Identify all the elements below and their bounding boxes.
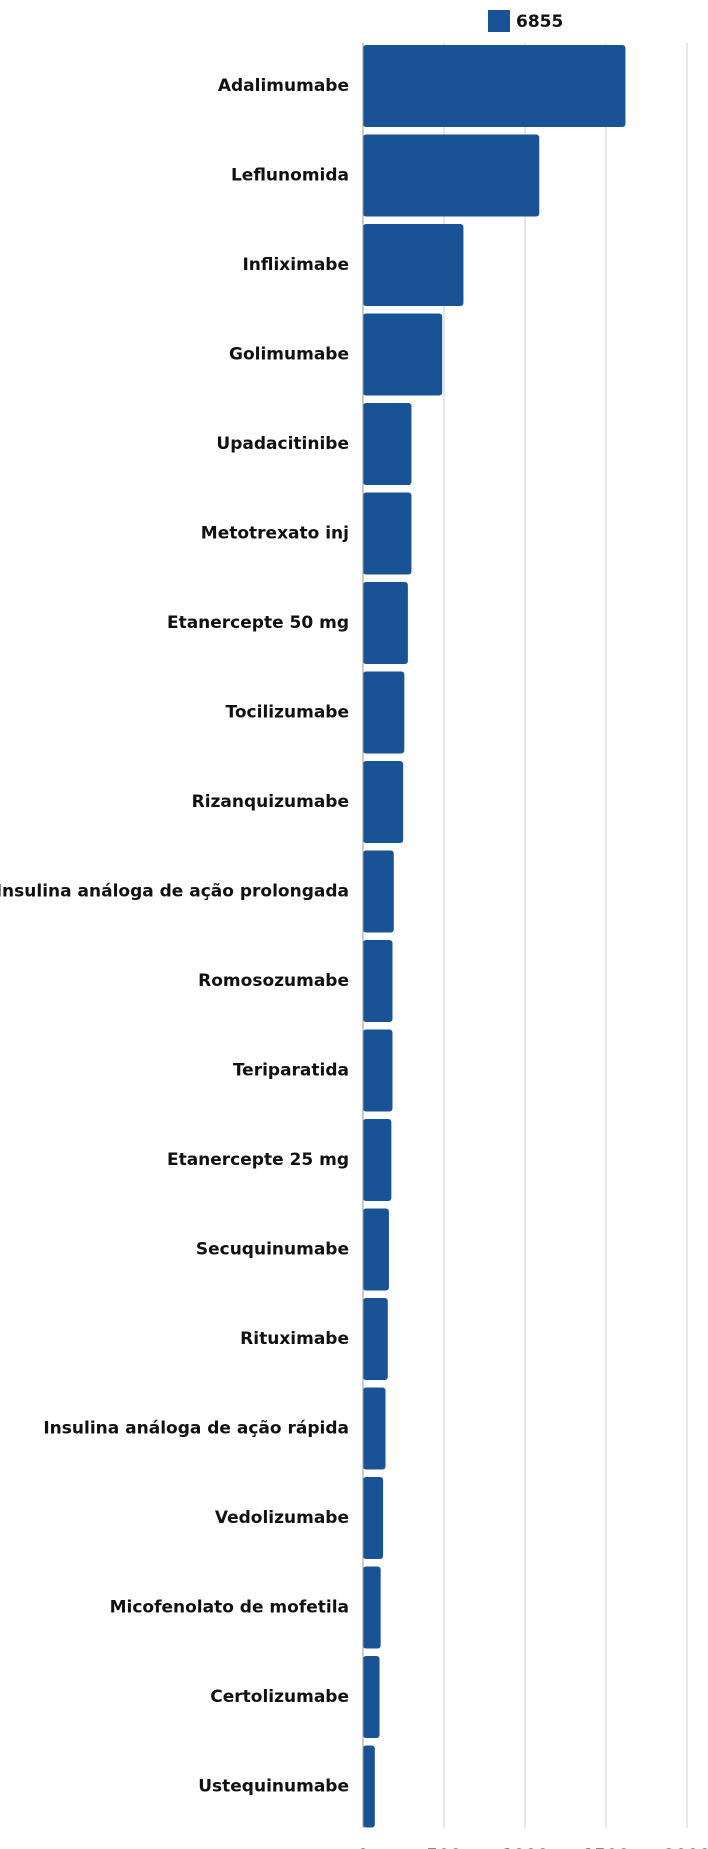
- y-tick-label: Metotrexato inj: [201, 524, 349, 544]
- bar: [363, 761, 404, 843]
- bar: [363, 1656, 380, 1738]
- y-tick-label: Etanercepte 25 mg: [167, 1150, 349, 1170]
- y-tick-label: Ustequinumabe: [198, 1777, 349, 1797]
- y-tick-label: Insulina análoga de ação prolongada: [0, 882, 349, 902]
- bar: [363, 313, 443, 396]
- bar: [363, 403, 412, 485]
- bar: [363, 850, 394, 933]
- x-tick-label: 2000: [663, 1846, 708, 1849]
- y-tick-label: Certolizumabe: [210, 1687, 349, 1707]
- y-tick-label: Rituximabe: [240, 1329, 349, 1349]
- bar: [363, 940, 393, 1022]
- bar: [363, 1029, 393, 1112]
- bar: [363, 45, 626, 127]
- bar: [363, 1477, 384, 1559]
- bar: [363, 1208, 389, 1291]
- bar: [363, 492, 412, 575]
- y-tick-label: Etanercepte 50 mg: [167, 613, 349, 633]
- legend-label: 6855: [516, 12, 563, 32]
- bar: [363, 1298, 388, 1380]
- bar: [363, 1387, 386, 1470]
- y-tick-label: Leflunomida: [231, 166, 349, 186]
- bar: [363, 1119, 392, 1201]
- y-tick-label: Secuquinumabe: [196, 1240, 349, 1260]
- bar: [363, 224, 464, 306]
- x-tick-label: 0: [357, 1846, 369, 1849]
- bar: [363, 134, 540, 217]
- bar: [363, 1566, 381, 1649]
- bar: [363, 582, 408, 664]
- bar: [363, 1745, 375, 1828]
- y-tick-label: Adalimumabe: [218, 76, 349, 96]
- x-tick-label: 1500: [582, 1846, 629, 1849]
- y-tick-label: Insulina análoga de ação rápida: [43, 1419, 349, 1439]
- y-tick-label: Micofenolato de mofetila: [110, 1598, 349, 1618]
- legend-swatch: [488, 10, 510, 32]
- x-tick-label: 500: [426, 1846, 462, 1849]
- y-tick-label: Upadacitinibe: [216, 434, 349, 454]
- y-tick-label: Romosozumabe: [198, 971, 349, 991]
- y-tick-label: Tocilizumabe: [226, 703, 349, 723]
- y-tick-label: Golimumabe: [229, 345, 349, 365]
- y-tick-label: Teriparatida: [233, 1061, 349, 1081]
- x-tick-label: 1000: [501, 1846, 548, 1849]
- y-tick-label: Vedolizumabe: [215, 1508, 349, 1528]
- bar: [363, 671, 405, 754]
- y-tick-label: Rizanquizumabe: [192, 792, 349, 812]
- y-tick-label: Infliximabe: [242, 255, 349, 275]
